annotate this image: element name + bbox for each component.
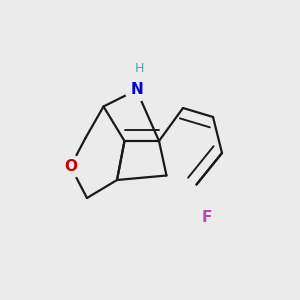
Circle shape <box>125 79 148 101</box>
Circle shape <box>196 207 218 228</box>
Text: H: H <box>135 62 144 76</box>
Text: F: F <box>202 210 212 225</box>
Text: O: O <box>64 159 77 174</box>
Text: N: N <box>130 82 143 98</box>
Circle shape <box>59 155 82 178</box>
